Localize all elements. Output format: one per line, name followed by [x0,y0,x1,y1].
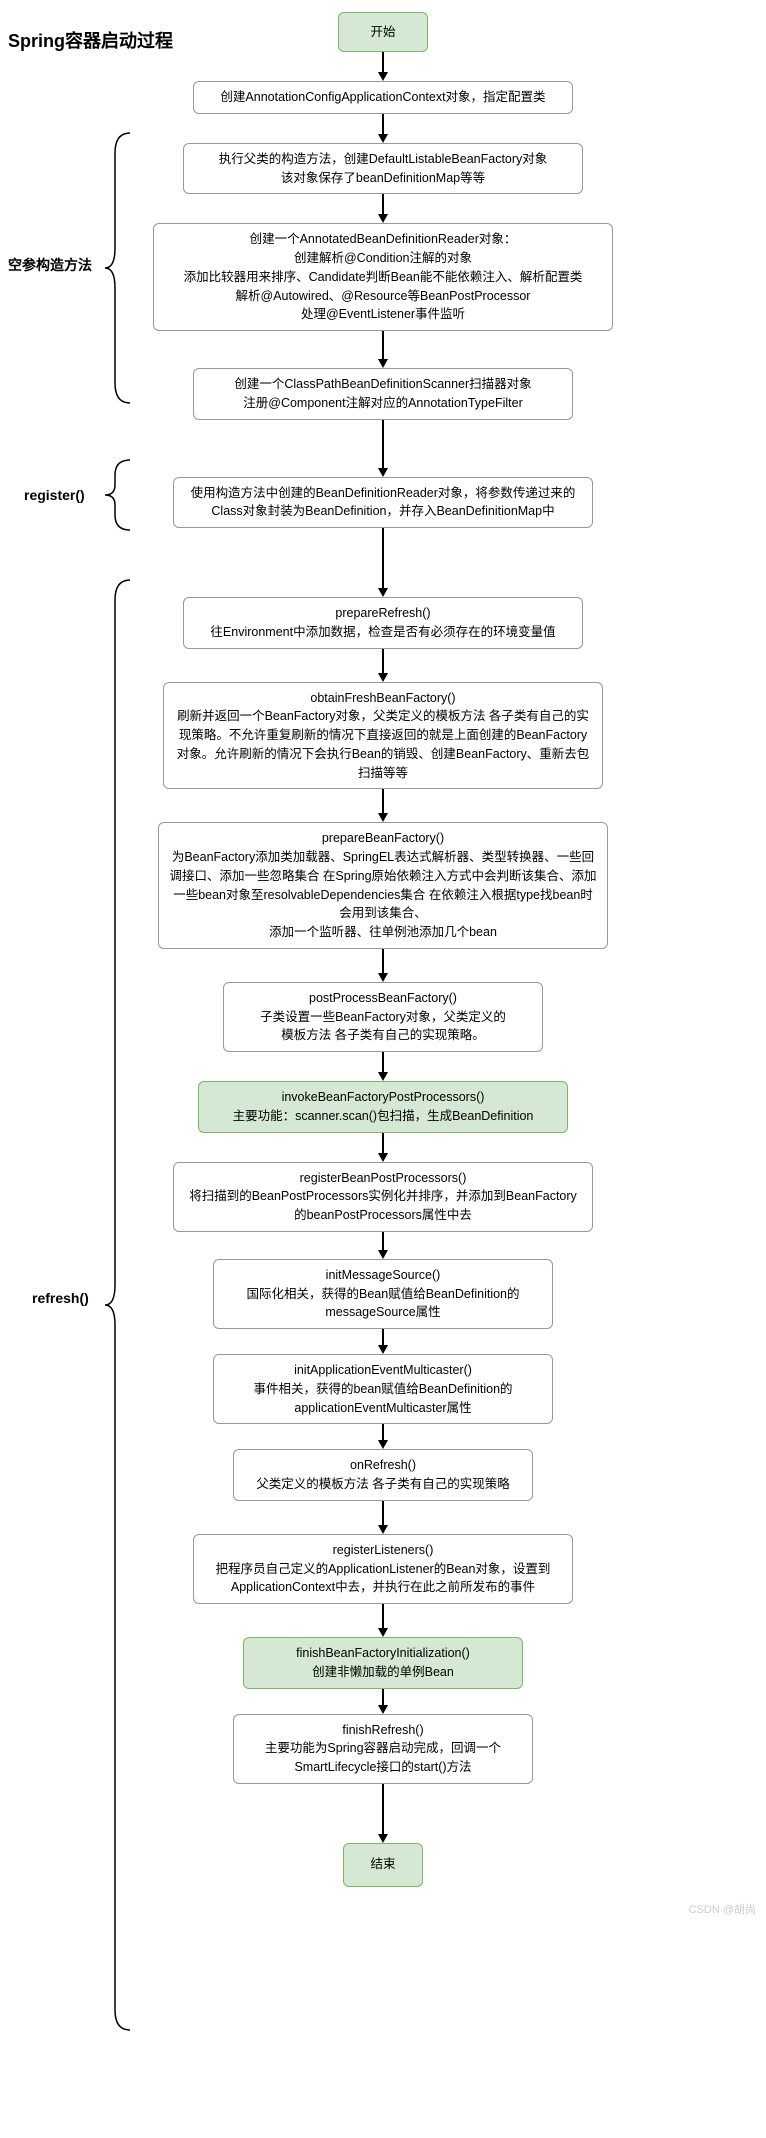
node-text: 解析@Autowired、@Resource等BeanPostProcessor [236,287,531,306]
node-obtain-fresh-bf: obtainFreshBeanFactory() 刷新并返回一个BeanFact… [163,682,603,790]
node-text: 模板方法 各子类有自己的实现策略。 [281,1026,484,1045]
arrow [378,1133,388,1162]
arrow [378,331,388,368]
brace-2 [105,460,135,530]
arrow [378,649,388,682]
node-text: postProcessBeanFactory() [309,989,457,1008]
node-start: 开始 [338,12,428,52]
node-text: 注册@Component注解对应的AnnotationTypeFilter [243,394,522,413]
node-text: 子类设置一些BeanFactory对象，父类定义的 [260,1008,506,1027]
watermark: CSDN @胡尚 [689,1901,756,1917]
node-text: 把程序员自己定义的ApplicationListener的Bean对象，设置到A… [204,1560,562,1598]
section-label-3: refresh() [32,1290,89,1306]
arrow [378,949,388,982]
node-text: initApplicationEventMulticaster() [294,1361,472,1380]
node-text: 使用构造方法中创建的BeanDefinitionReader对象，将参数传递过来… [191,484,576,503]
node-text: obtainFreshBeanFactory() [310,689,455,708]
arrow [378,114,388,143]
arrow [378,52,388,81]
page-title: Spring容器启动过程 [8,27,173,53]
node-text: 将扫描到的BeanPostProcessors实例化并排序，并添加到BeanFa… [184,1187,582,1225]
node-text: 结束 [370,1855,395,1874]
arrow [378,528,388,597]
node-text: finishRefresh() [342,1721,423,1740]
node-text: prepareRefresh() [335,604,430,623]
node-register-bean-postprocessors: registerBeanPostProcessors() 将扫描到的BeanPo… [173,1162,593,1232]
node-text: Class对象封装为BeanDefinition，并存入BeanDefiniti… [211,502,554,521]
node-text: 执行父类的构造方法，创建DefaultListableBeanFactory对象 [219,150,548,169]
node-end: 结束 [343,1843,423,1887]
node-text: 该对象保存了beanDefinitionMap等等 [281,169,485,188]
node-init-event-multicaster: initApplicationEventMulticaster() 事件相关，获… [213,1354,553,1424]
node-text: 父类定义的模板方法 各子类有自己的实现策略 [256,1475,509,1494]
node-text: 为BeanFactory添加类加载器、SpringEL表达式解析器、类型转换器、… [169,848,597,923]
arrow [378,1501,388,1534]
arrow [378,1052,388,1081]
node-text: finishBeanFactoryInitialization() [296,1644,470,1663]
node-text: prepareBeanFactory() [322,829,444,848]
arrow [378,194,388,223]
node-postprocess-bf: postProcessBeanFactory() 子类设置一些BeanFacto… [223,982,543,1052]
node-on-refresh: onRefresh() 父类定义的模板方法 各子类有自己的实现策略 [233,1449,533,1501]
section-label-1: 空参构造方法 [8,255,92,275]
node-annotated-reader: 创建一个AnnotatedBeanDefinitionReader对象： 创建解… [153,223,613,331]
node-prepare-bf: prepareBeanFactory() 为BeanFactory添加类加载器、… [158,822,608,949]
arrow [378,1424,388,1449]
node-classpath-scanner: 创建一个ClassPathBeanDefinitionScanner扫描器对象 … [193,368,573,420]
node-text: 创建解析@Condition注解的对象 [294,249,472,268]
node-text: 开始 [370,23,395,42]
brace-1 [105,133,135,403]
node-text: 往Environment中添加数据，检查是否有必须存在的环境变量值 [210,623,555,642]
node-text: onRefresh() [350,1456,416,1475]
node-text: registerBeanPostProcessors() [300,1169,467,1188]
arrow [378,420,388,477]
node-text: 主要功能为Spring容器启动完成，回调一个SmartLifecycle接口的s… [244,1739,522,1777]
node-text: 国际化相关，获得的Bean赋值给BeanDefinition的messageSo… [224,1285,542,1323]
arrow [378,1604,388,1637]
node-text: 事件相关，获得的bean赋值给BeanDefinition的applicatio… [224,1380,542,1418]
node-text: 主要功能：scanner.scan()包扫描，生成BeanDefinition [233,1107,534,1126]
node-text: 处理@EventListener事件监听 [301,305,465,324]
node-create-context: 创建AnnotationConfigApplicationContext对象，指… [193,81,573,114]
node-text: 创建一个ClassPathBeanDefinitionScanner扫描器对象 [234,375,531,394]
node-text: 创建一个AnnotatedBeanDefinitionReader对象： [250,230,517,249]
node-text: 添加比较器用来排序、Candidate判断Bean能不能依赖注入、解析配置类 [184,268,583,287]
node-text: registerListeners() [333,1541,434,1560]
node-text: invokeBeanFactoryPostProcessors() [282,1088,485,1107]
node-text: initMessageSource() [326,1266,441,1285]
node-invoke-bf-postprocessors: invokeBeanFactoryPostProcessors() 主要功能：s… [198,1081,568,1133]
node-prepare-refresh: prepareRefresh() 往Environment中添加数据，检查是否有… [183,597,583,649]
node-finish-bf-init: finishBeanFactoryInitialization() 创建非懒加载… [243,1637,523,1689]
node-init-message-source: initMessageSource() 国际化相关，获得的Bean赋值给Bean… [213,1259,553,1329]
brace-3 [105,580,135,2030]
arrow [378,1784,388,1843]
arrow [378,1232,388,1259]
node-finish-refresh: finishRefresh() 主要功能为Spring容器启动完成，回调一个Sm… [233,1714,533,1784]
arrow [378,1689,388,1714]
node-text: 添加一个监听器、往单例池添加几个bean [269,923,497,942]
node-text: 创建非懒加载的单例Bean [312,1663,454,1682]
node-register: 使用构造方法中创建的BeanDefinitionReader对象，将参数传递过来… [173,477,593,529]
section-label-2: register() [24,487,85,503]
arrow [378,789,388,822]
node-parent-constructor: 执行父类的构造方法，创建DefaultListableBeanFactory对象… [183,143,583,195]
node-text: 创建AnnotationConfigApplicationContext对象，指… [220,88,545,107]
arrow [378,1329,388,1354]
node-text: 刷新并返回一个BeanFactory对象，父类定义的模板方法 各子类有自己的实现… [174,707,592,782]
node-register-listeners: registerListeners() 把程序员自己定义的Application… [193,1534,573,1604]
